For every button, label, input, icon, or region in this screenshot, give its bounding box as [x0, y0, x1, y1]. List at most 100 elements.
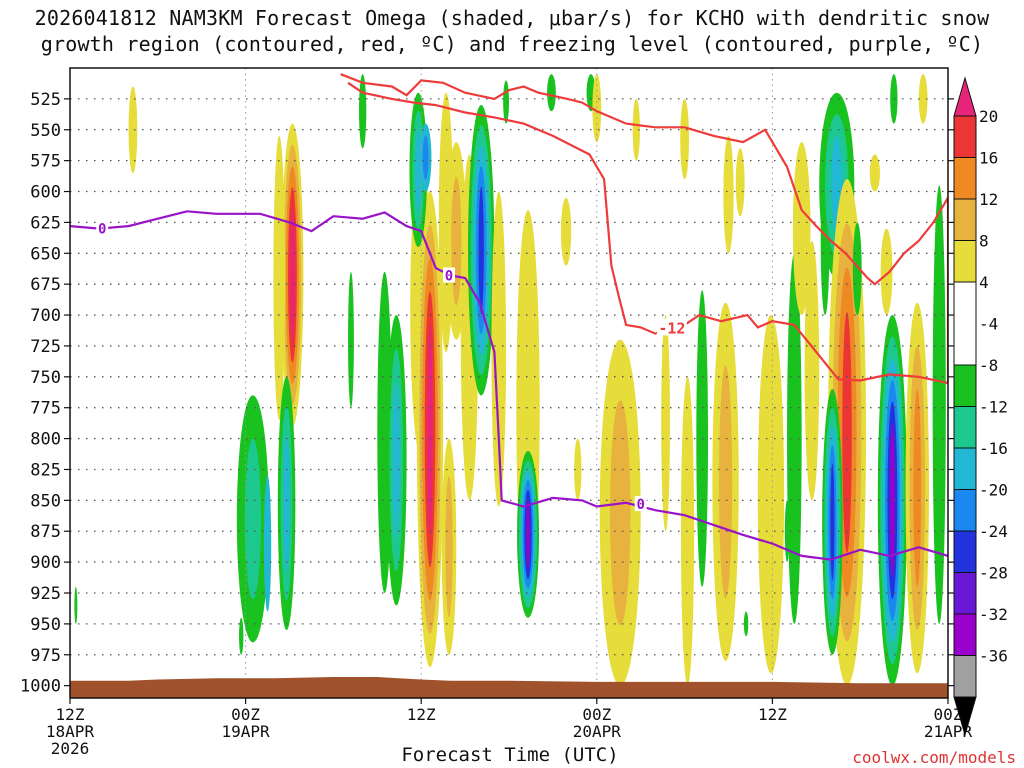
dgz-label-bg — [656, 318, 687, 336]
omega-blob-7-level-0 — [348, 271, 354, 408]
credit-link[interactable]: coolwx.com/models — [852, 748, 1016, 767]
omega-blob-49-level-0 — [890, 74, 898, 124]
colorbar-bin-4 — [953, 530, 977, 573]
contour-layer: -12 0 0 0 — [70, 73, 948, 561]
omega-blob-37-level-1 — [718, 365, 733, 599]
omega-blob-31-level-0 — [632, 98, 640, 161]
colorbar-label-4: 4 — [979, 273, 989, 292]
omega-blob-28-level-0 — [574, 438, 582, 501]
x-tick-label-0-0: 12Z — [56, 705, 85, 724]
colorbar-bin-11 — [953, 198, 977, 241]
omega-blob-23-level-0 — [239, 617, 244, 655]
x-tick-label-12-1: 19APR — [222, 722, 271, 741]
omega-blob-14-level-4 — [478, 186, 484, 315]
omega-blob-17-level-0 — [503, 80, 509, 124]
omega-blob-50-level-5 — [889, 423, 895, 578]
y-tick-label-950: 950 — [30, 615, 61, 635]
y-tick-label-600: 600 — [30, 183, 61, 203]
omega-blob-47-level-0 — [869, 154, 880, 192]
colorbar-label-0: 20 — [979, 107, 998, 126]
y-tick-label-900: 900 — [30, 553, 61, 573]
x-tick-label-0-1: 18APR — [46, 722, 95, 741]
omega-blob-55-level-0 — [784, 500, 790, 563]
omega-blob-1-level-0 — [128, 86, 138, 173]
x-tick-label-36-0: 00Z — [582, 705, 611, 724]
dgz-label: -12 — [658, 319, 685, 337]
omega-blob-0-level-4 — [290, 208, 295, 342]
omega-blob-2-level-0 — [273, 135, 286, 421]
omega-blob-42-level-0 — [804, 240, 820, 501]
colorbar-label-13: -36 — [979, 647, 1008, 666]
y-tick-label-625: 625 — [30, 213, 61, 233]
y-tick-label-1000: 1000 — [20, 677, 61, 697]
omega-blob-24-level-0 — [74, 586, 78, 624]
dgz-isotherm-line — [340, 73, 948, 385]
x-tick-label-12-0: 00Z — [231, 705, 260, 724]
colorbar-bin-12 — [953, 157, 977, 200]
x-tick-label-60-1: 21APR — [924, 722, 973, 741]
omega-blob-15-level-0 — [491, 191, 507, 507]
omega-blob-51-level-2 — [913, 389, 922, 587]
freezing-label-bg-0 — [96, 220, 109, 236]
omega-blob-4-level-4 — [427, 324, 433, 534]
chart-title-line-2: growth region (contoured, red, ºC) and f… — [40, 32, 984, 56]
colorbar-bin-5 — [953, 489, 977, 532]
omega-blob-36-level-0 — [723, 135, 734, 254]
omega-blob-34-level-0 — [680, 376, 695, 686]
y-tick-label-975: 975 — [30, 646, 61, 666]
omega-blob-9-level-2 — [415, 128, 422, 212]
y-tick-label-525: 525 — [30, 90, 61, 110]
omega-blob-30-level-1 — [609, 400, 631, 626]
omega-blob-38-level-0 — [735, 148, 745, 217]
chart-title-line-1: 2026041812 NAM3KM Forecast Omega (shaded… — [34, 6, 990, 30]
freezing-level-line — [70, 210, 948, 561]
plot-frame — [69, 67, 949, 699]
colorbar-label-1: 16 — [979, 149, 998, 168]
x-tick-label-48-0: 12Z — [758, 705, 787, 724]
freezing-label-2: 0 — [636, 497, 644, 513]
y-tick-label-700: 700 — [30, 306, 61, 326]
colorbar-label-3: 8 — [979, 232, 989, 251]
freezing-label-bg-1 — [443, 267, 456, 283]
colorbar-label-7: -12 — [979, 398, 1008, 417]
omega-blob-33-level-0 — [661, 315, 670, 532]
omega-blob-45-level-3 — [842, 312, 852, 553]
terrain-layer — [70, 677, 948, 698]
y-tick-label-925: 925 — [30, 584, 61, 604]
terrain-fill — [70, 677, 948, 698]
omega-blob-20-level-1 — [244, 438, 261, 600]
colorbar-label-12: -32 — [979, 605, 1008, 624]
omega-blob-52-level-0 — [918, 74, 928, 124]
colorbar-bin-7 — [953, 406, 977, 449]
y-tick-label-725: 725 — [30, 337, 61, 357]
colorbar-label-9: -20 — [979, 481, 1008, 500]
y-tick-label-775: 775 — [30, 399, 61, 419]
y-tick-label-575: 575 — [30, 152, 61, 172]
omega-blob-32-level-0 — [680, 98, 689, 180]
y-tick-label-800: 800 — [30, 430, 61, 450]
x-axis-label: Forecast Time (UTC) — [401, 744, 619, 766]
colorbar-label-10: -24 — [979, 522, 1008, 541]
omega-blob-53-level-0 — [932, 185, 946, 624]
omega-blob-10-level-1 — [422, 135, 429, 180]
colorbar-label-6: -8 — [979, 356, 998, 375]
colorbar-label-2: 12 — [979, 190, 998, 209]
colorbar-bin-6 — [953, 447, 977, 490]
x-tick-label-60-0: 00Z — [934, 705, 963, 724]
omega-blob-39-level-0 — [757, 315, 785, 674]
omega-blob-22-level-0 — [263, 475, 272, 612]
colorbar-bin-3 — [953, 572, 977, 615]
x-tick-label-0-2: 2026 — [51, 739, 90, 758]
axes: 525 550 575 600 625 650 675 700 725 750 775 800 825 8… — [20, 67, 973, 758]
colorbar-bin-1 — [953, 655, 977, 698]
y-tick-label-675: 675 — [30, 275, 61, 295]
colorbar-label-5: -4 — [979, 315, 998, 334]
grid-lines — [70, 68, 948, 698]
freezing-label-bg-2 — [634, 496, 647, 512]
omega-blob-21-level-2 — [283, 435, 290, 571]
x-tick-label-36-1: 20APR — [573, 722, 622, 741]
omega-shading — [74, 74, 946, 686]
omega-blob-48-level-0 — [880, 228, 893, 316]
omega-blob-27-level-0 — [560, 197, 572, 266]
omega-blob-12-level-1 — [451, 176, 462, 306]
